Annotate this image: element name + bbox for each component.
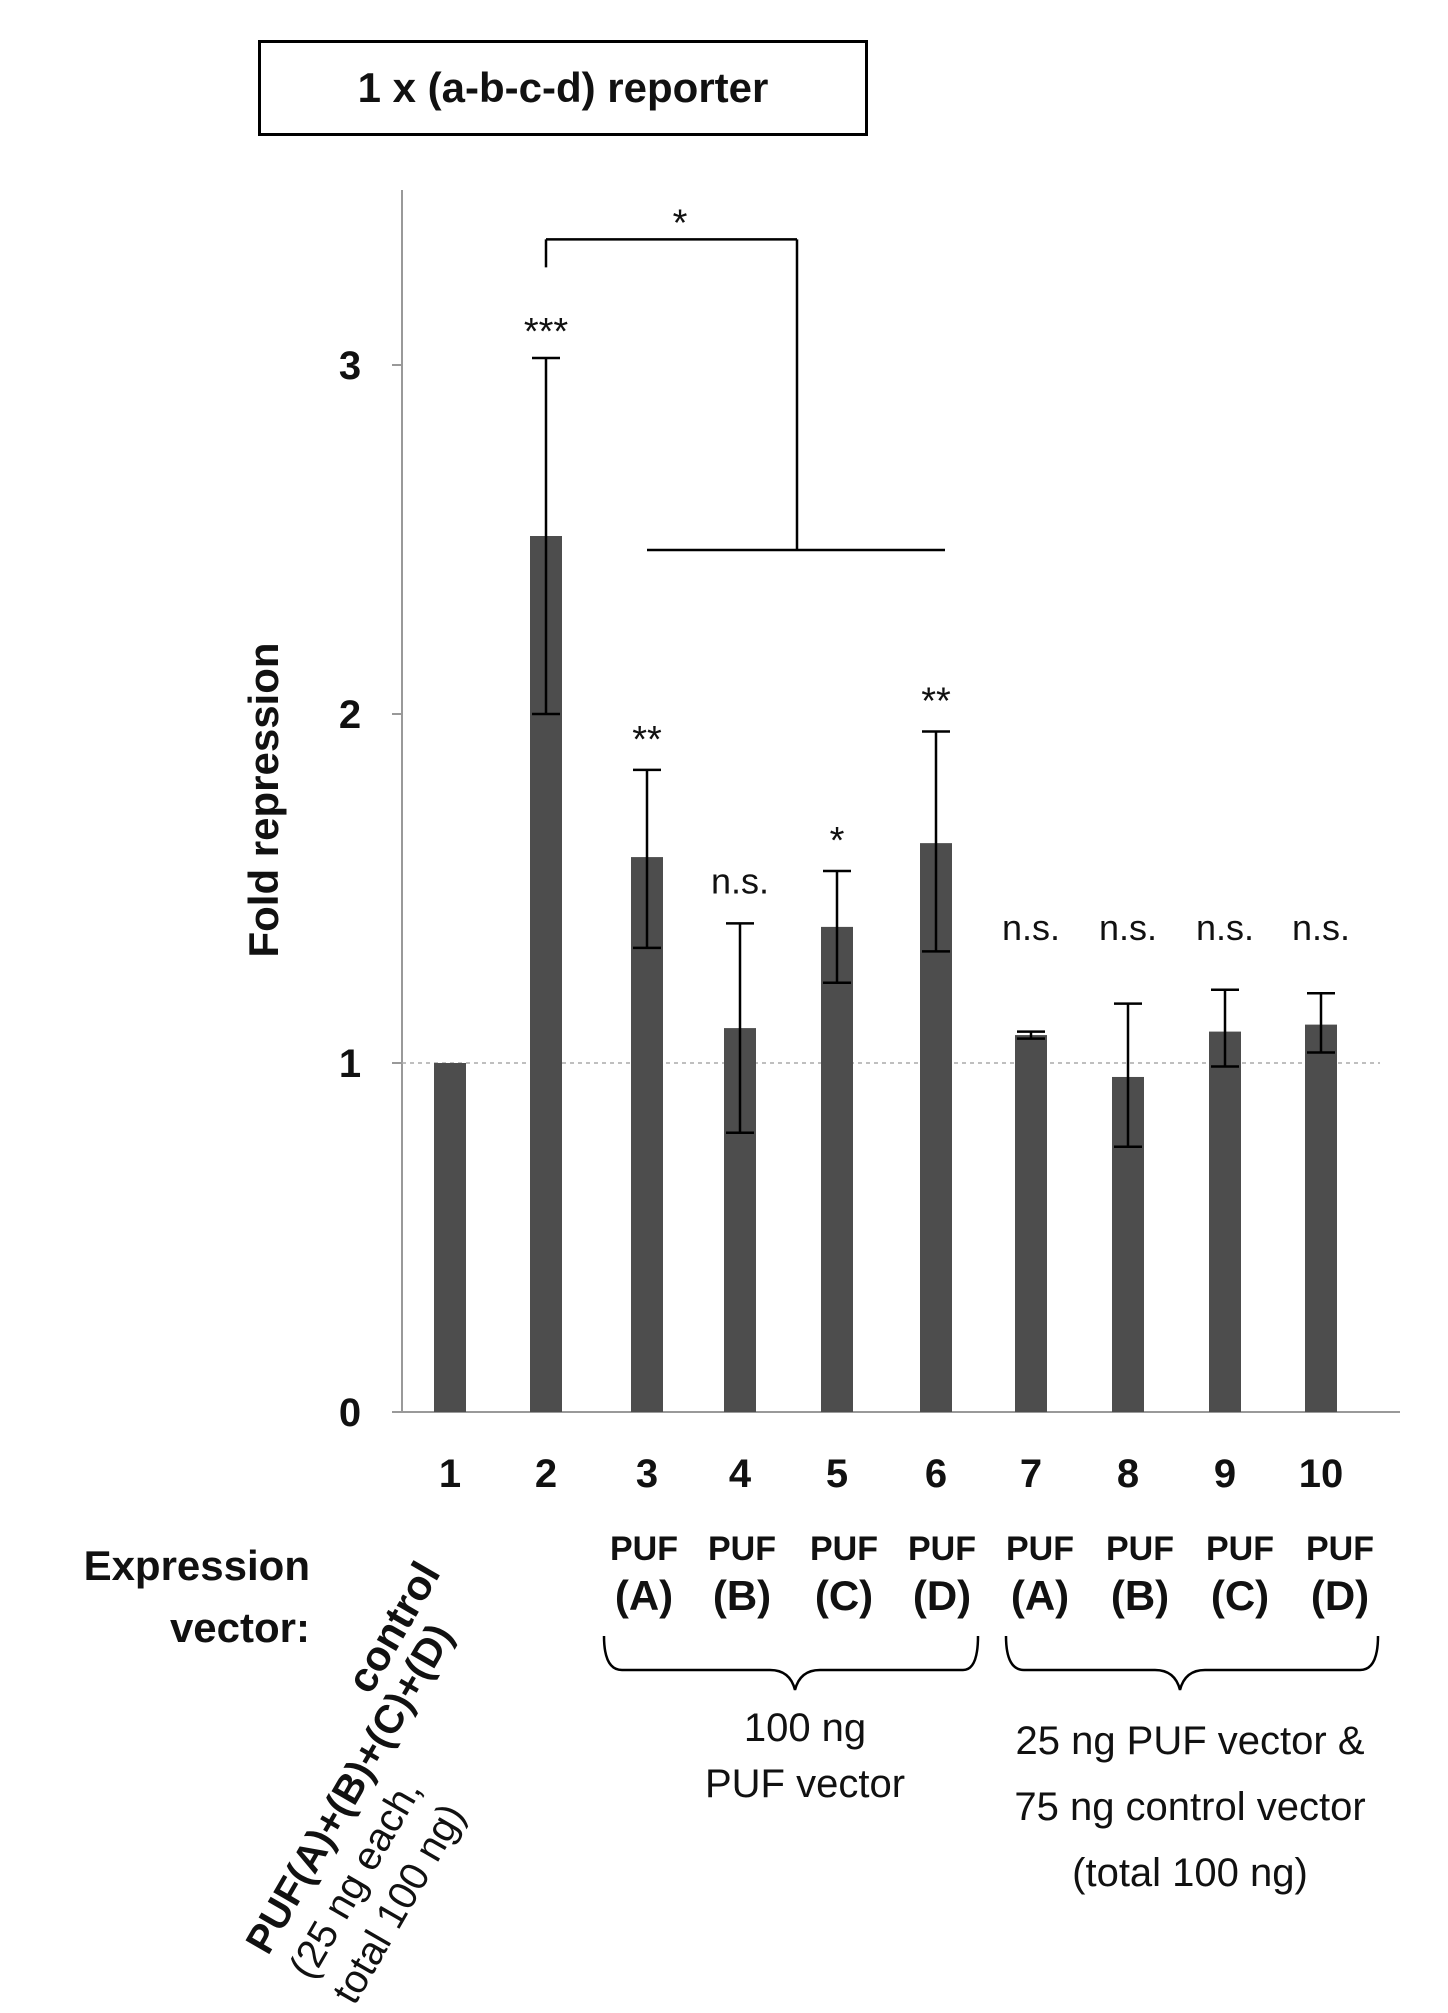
y-axis-label: Fold repression — [240, 642, 287, 957]
expression-vector-label-line-1: Expression — [83, 1542, 310, 1589]
group-100ng-line-1: 100 ng — [743, 1706, 867, 1750]
puf-variant: (C) — [1210, 1572, 1270, 1619]
puf-name: PUF — [1106, 1530, 1174, 1568]
puf-label-8: PUF (B) — [1090, 1528, 1190, 1622]
puf-variant: (B) — [1110, 1572, 1170, 1619]
y-tick-label-2: 2 — [339, 693, 361, 737]
puf-label-9: PUF (C) — [1190, 1528, 1290, 1622]
bar-7 — [1015, 1035, 1047, 1412]
significance-label-5: * — [830, 820, 845, 862]
bar-5 — [821, 926, 853, 1412]
puf-name: PUF — [708, 1530, 776, 1568]
x-tick-label-9: 9 — [1214, 1452, 1236, 1496]
puf-name: PUF — [1006, 1530, 1074, 1568]
x-tick-label-2: 2 — [535, 1452, 557, 1496]
group-label-100ng: 100 ng PUF vector — [620, 1700, 990, 1812]
group-100ng-line-2: PUF vector — [704, 1762, 906, 1806]
puf-variant: (D) — [912, 1572, 972, 1619]
bar-3 — [631, 857, 663, 1412]
puf-variant: (D) — [1310, 1572, 1370, 1619]
x-tick-label-10: 10 — [1299, 1452, 1344, 1496]
significance-label-3: ** — [632, 719, 662, 761]
puf-name: PUF — [610, 1530, 678, 1568]
puf-label-5: PUF (C) — [794, 1528, 894, 1622]
group-25ng-line-3: (total 100 ng) — [1072, 1851, 1308, 1895]
chart-title: 1 x (a-b-c-d) reporter — [258, 40, 868, 136]
y-tick-label-1: 1 — [339, 1042, 361, 1086]
bar-1 — [434, 1063, 466, 1412]
x-tick-label-5: 5 — [826, 1452, 848, 1496]
group-25ng-line-1: 25 ng PUF vector & — [1015, 1719, 1365, 1763]
x-tick-label-6: 6 — [925, 1452, 947, 1496]
puf-label-7: PUF (A) — [990, 1528, 1090, 1622]
group-label-25ng: 25 ng PUF vector & 75 ng control vector … — [955, 1708, 1425, 1906]
group-25ng-line-2: 75 ng control vector — [1014, 1785, 1366, 1829]
significance-label-6: ** — [921, 680, 951, 722]
puf-name: PUF — [1206, 1530, 1274, 1568]
puf-variant: (C) — [814, 1572, 874, 1619]
puf-label-3: PUF (A) — [594, 1528, 694, 1622]
significance-label-10: n.s. — [1292, 907, 1350, 948]
y-tick-label-0: 0 — [339, 1391, 361, 1435]
significance-label-7: n.s. — [1002, 907, 1060, 948]
x-tick-label-3: 3 — [636, 1452, 658, 1496]
puf-label-6: PUF (D) — [892, 1528, 992, 1622]
significance-label-4: n.s. — [711, 860, 769, 901]
puf-variant: (A) — [1010, 1572, 1070, 1619]
significance-label-2: *** — [524, 311, 569, 353]
puf-variant: (A) — [614, 1572, 674, 1619]
significance-label-8: n.s. — [1099, 907, 1157, 948]
x-tick-label-8: 8 — [1117, 1452, 1139, 1496]
x-tick-label-4: 4 — [729, 1452, 752, 1496]
x-tick-label-1: 1 — [439, 1452, 461, 1496]
brace-25ng — [1004, 1635, 1380, 1691]
bar-9 — [1209, 1031, 1241, 1412]
bar-10 — [1305, 1024, 1337, 1412]
brace-100ng — [602, 1635, 980, 1691]
x-tick-label-7: 7 — [1020, 1452, 1042, 1496]
puf-name: PUF — [810, 1530, 878, 1568]
puf-variant: (B) — [712, 1572, 772, 1619]
expression-vector-label: Expression vector: — [40, 1535, 310, 1659]
puf-name: PUF — [908, 1530, 976, 1568]
y-tick-label-3: 3 — [339, 344, 361, 388]
significance-label-9: n.s. — [1196, 907, 1254, 948]
expression-vector-label-line-2: vector: — [169, 1604, 310, 1651]
puf-name: PUF — [1306, 1530, 1374, 1568]
puf-label-4: PUF (B) — [692, 1528, 792, 1622]
puf-label-10: PUF (D) — [1290, 1528, 1390, 1622]
bracket-significance-label: * — [673, 202, 688, 244]
